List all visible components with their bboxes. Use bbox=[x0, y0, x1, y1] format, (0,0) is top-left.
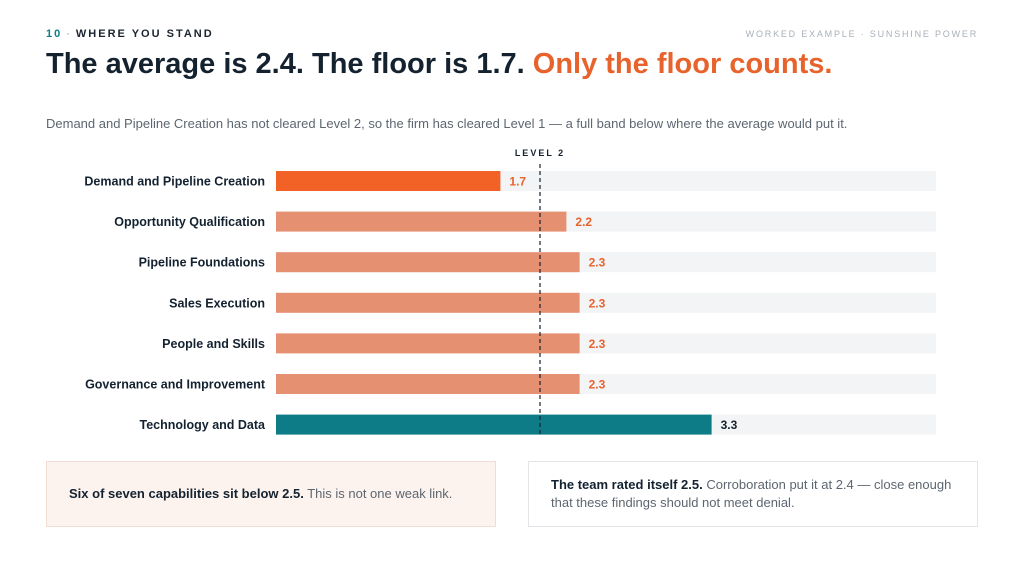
category-label: Sales Execution bbox=[169, 296, 265, 310]
page-subtitle: Demand and Pipeline Creation has not cle… bbox=[46, 116, 848, 131]
section-number: 10 bbox=[46, 28, 63, 40]
category-label: Opportunity Qualification bbox=[114, 215, 265, 229]
category-label: Governance and Improvement bbox=[85, 378, 266, 392]
section-eyebrow: 10 · WHERE YOU STAND bbox=[46, 28, 214, 40]
capability-bar-chart: Demand and Pipeline Creation 1.7 Opportuni… bbox=[0, 140, 1024, 450]
summary-card-right: The team rated itself 2.5. Corroboration… bbox=[528, 461, 978, 527]
bar bbox=[276, 171, 501, 191]
category-label: People and Skills bbox=[162, 337, 265, 351]
category-label: Technology and Data bbox=[140, 418, 267, 432]
bar bbox=[276, 414, 712, 435]
page-headline: The average is 2.4. The floor is 1.7. On… bbox=[46, 48, 832, 81]
bar bbox=[276, 374, 580, 394]
summary-card-left-body: This is not one weak link. bbox=[303, 486, 453, 501]
summary-card-left-bold: Six of seven capabilities sit below 2.5. bbox=[69, 486, 304, 501]
worked-example-label: WORKED EXAMPLE · SUNSHINE POWER bbox=[745, 29, 978, 39]
summary-card-left-text: Six of seven capabilities sit below 2.5.… bbox=[69, 485, 452, 503]
value-label: 3.3 bbox=[721, 418, 738, 432]
summary-card-right-bold: The team rated itself 2.5. bbox=[551, 477, 703, 492]
value-label: 2.2 bbox=[575, 215, 592, 229]
summary-card-right-text: The team rated itself 2.5. Corroboration… bbox=[551, 476, 955, 512]
bar bbox=[276, 333, 580, 354]
value-label: 1.7 bbox=[509, 175, 526, 189]
bar bbox=[276, 211, 567, 232]
summary-card-right-body: Corroboration put it at 2.4 — close enou… bbox=[551, 477, 952, 510]
value-label: 2.3 bbox=[589, 337, 606, 351]
value-label: 2.3 bbox=[589, 378, 606, 392]
value-label: 2.3 bbox=[589, 256, 606, 270]
category-label: Pipeline Foundations bbox=[139, 256, 265, 270]
bar bbox=[276, 252, 580, 273]
category-label: Demand and Pipeline Creation bbox=[84, 175, 265, 189]
separator-dot: · bbox=[66, 28, 72, 40]
chart-svg: Demand and Pipeline Creation 1.7 Opportuni… bbox=[84, 148, 936, 435]
reference-line-label: LEVEL 2 bbox=[515, 148, 565, 158]
headline-main: The average is 2.4. The floor is 1.7. bbox=[46, 48, 533, 80]
summary-card-left: Six of seven capabilities sit below 2.5.… bbox=[46, 461, 496, 527]
headline-accent: Only the floor counts. bbox=[532, 48, 833, 80]
bar bbox=[276, 292, 580, 313]
value-label: 2.3 bbox=[589, 296, 606, 310]
section-title: WHERE YOU STAND bbox=[75, 28, 214, 40]
